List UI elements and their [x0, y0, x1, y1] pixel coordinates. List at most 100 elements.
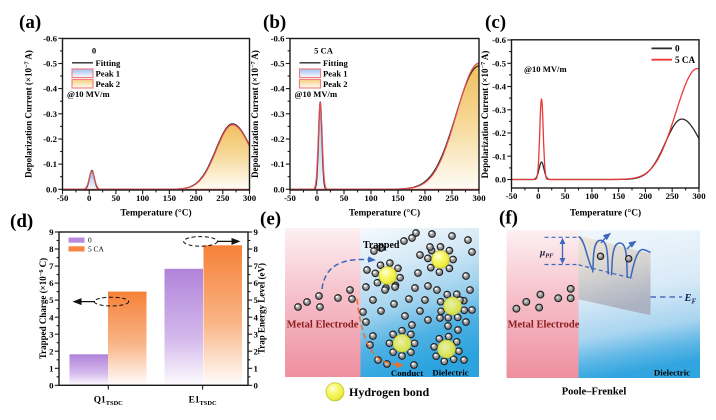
svg-text:0.0: 0.0: [495, 175, 507, 185]
svg-text:250: 250: [666, 191, 680, 201]
svg-text:Fitting: Fitting: [323, 58, 349, 68]
svg-text:(c): (c): [485, 12, 506, 33]
svg-text:3: 3: [254, 329, 259, 339]
svg-text:Depolarization Current (×10−7: Depolarization Current (×10−7 A): [480, 51, 490, 179]
svg-text:0: 0: [87, 193, 92, 203]
svg-text:-0.5: -0.5: [43, 59, 58, 69]
svg-text:-0.6: -0.6: [43, 33, 58, 43]
svg-text:0: 0: [675, 44, 680, 54]
svg-text:-0.3: -0.3: [271, 109, 286, 119]
svg-text:-0.1: -0.1: [271, 159, 285, 169]
svg-text:Peak 2: Peak 2: [96, 79, 121, 89]
svg-text:6: 6: [254, 278, 259, 288]
svg-text:0: 0: [315, 193, 320, 203]
svg-text:Trap Energy Level (eV): Trap Energy Level (eV): [257, 263, 267, 354]
svg-text:Peak 1: Peak 1: [323, 69, 348, 79]
svg-text:Conduct: Conduct: [391, 368, 423, 378]
svg-text:-0.1: -0.1: [43, 159, 57, 169]
svg-text:200: 200: [639, 191, 653, 201]
svg-text:-0.2: -0.2: [271, 134, 286, 144]
svg-text:2: 2: [254, 346, 259, 356]
svg-text:-0.4: -0.4: [271, 84, 286, 94]
svg-text:(e): (e): [260, 209, 281, 230]
svg-text:Dielectric: Dielectric: [654, 368, 690, 378]
svg-text:-0.2: -0.2: [492, 128, 507, 138]
svg-text:250: 250: [445, 193, 459, 203]
svg-text:8: 8: [254, 244, 259, 254]
svg-text:300: 300: [692, 191, 706, 201]
svg-text:Poole–Frenkel: Poole–Frenkel: [562, 387, 627, 398]
svg-text:200: 200: [189, 193, 203, 203]
svg-text:8: 8: [49, 244, 54, 254]
svg-text:-0.6: -0.6: [492, 35, 507, 45]
svg-text:3: 3: [49, 329, 54, 339]
svg-text:-0.5: -0.5: [492, 58, 507, 68]
svg-text:150: 150: [612, 191, 626, 201]
svg-text:9: 9: [49, 227, 54, 237]
svg-text:-0.4: -0.4: [43, 84, 58, 94]
svg-text:0: 0: [49, 380, 54, 390]
svg-text:Temperature (°C): Temperature (°C): [349, 208, 420, 219]
svg-text:100: 100: [585, 191, 599, 201]
svg-text:@10 MV/m: @10 MV/m: [524, 64, 567, 74]
svg-text:-50: -50: [506, 191, 518, 201]
svg-text:1: 1: [254, 363, 258, 373]
svg-text:4: 4: [49, 312, 54, 322]
svg-text:Temperature (°C): Temperature (°C): [570, 208, 641, 219]
svg-text:(b): (b): [263, 12, 286, 33]
svg-text:-0.2: -0.2: [43, 134, 58, 144]
svg-text:5 CA: 5 CA: [88, 244, 104, 253]
svg-text:@10 MV/m: @10 MV/m: [295, 89, 338, 99]
svg-text:Metal Electrode: Metal Electrode: [287, 320, 359, 331]
svg-text:6: 6: [49, 278, 54, 288]
svg-text:300: 300: [472, 193, 486, 203]
svg-text:100: 100: [136, 193, 150, 203]
svg-text:0: 0: [536, 191, 541, 201]
svg-text:7: 7: [254, 261, 259, 271]
svg-text:Fitting: Fitting: [96, 58, 122, 68]
svg-text:1: 1: [49, 363, 53, 373]
svg-text:Depolarization Current (×10−7: Depolarization Current (×10−7 A): [24, 50, 34, 178]
svg-text:Q1TSDC: Q1TSDC: [94, 396, 123, 407]
svg-text:5 CA: 5 CA: [675, 55, 696, 65]
svg-text:0: 0: [92, 46, 96, 56]
svg-text:Metal Electrode: Metal Electrode: [508, 320, 580, 331]
svg-text:-0.3: -0.3: [43, 109, 58, 119]
svg-text:Trapped: Trapped: [363, 240, 400, 251]
svg-text:0: 0: [254, 380, 259, 390]
svg-text:300: 300: [243, 193, 257, 203]
svg-text:-0.6: -0.6: [271, 33, 286, 43]
svg-text:Peak 1: Peak 1: [96, 69, 121, 79]
svg-text:200: 200: [418, 193, 432, 203]
svg-text:0.0: 0.0: [274, 184, 286, 194]
svg-text:50: 50: [112, 193, 121, 203]
svg-text:-50: -50: [57, 193, 69, 203]
svg-text:50: 50: [561, 191, 570, 201]
svg-text:Trapped Charge (×10−6 C): Trapped Charge (×10−6 C): [38, 258, 48, 359]
svg-text:4: 4: [254, 312, 259, 322]
svg-text:150: 150: [391, 193, 405, 203]
svg-text:7: 7: [49, 261, 54, 271]
svg-text:100: 100: [364, 193, 378, 203]
svg-text:0: 0: [88, 236, 92, 245]
svg-text:-0.4: -0.4: [492, 82, 507, 92]
svg-text:-0.1: -0.1: [492, 151, 506, 161]
svg-text:-50: -50: [284, 193, 296, 203]
svg-text:Depolarization Current (×10−7: Depolarization Current (×10−7 A): [250, 50, 260, 178]
svg-text:9: 9: [254, 227, 259, 237]
svg-text:50: 50: [340, 193, 349, 203]
svg-text:-0.5: -0.5: [271, 59, 286, 69]
svg-text:Dielectric: Dielectric: [432, 368, 468, 378]
svg-text:5 CA: 5 CA: [314, 46, 334, 56]
svg-text:E1TSDC: E1TSDC: [189, 396, 217, 407]
svg-text:0.0: 0.0: [46, 184, 58, 194]
svg-text:@10 MV/m: @10 MV/m: [67, 89, 110, 99]
svg-text:-0.3: -0.3: [492, 105, 507, 115]
svg-text:150: 150: [163, 193, 177, 203]
svg-text:Temperature (°C): Temperature (°C): [120, 208, 191, 219]
svg-text:2: 2: [49, 346, 54, 356]
svg-text:(d): (d): [10, 211, 33, 232]
svg-text:μPF: μPF: [539, 248, 554, 259]
svg-text:5: 5: [254, 295, 259, 305]
svg-text:Peak 2: Peak 2: [323, 79, 348, 89]
